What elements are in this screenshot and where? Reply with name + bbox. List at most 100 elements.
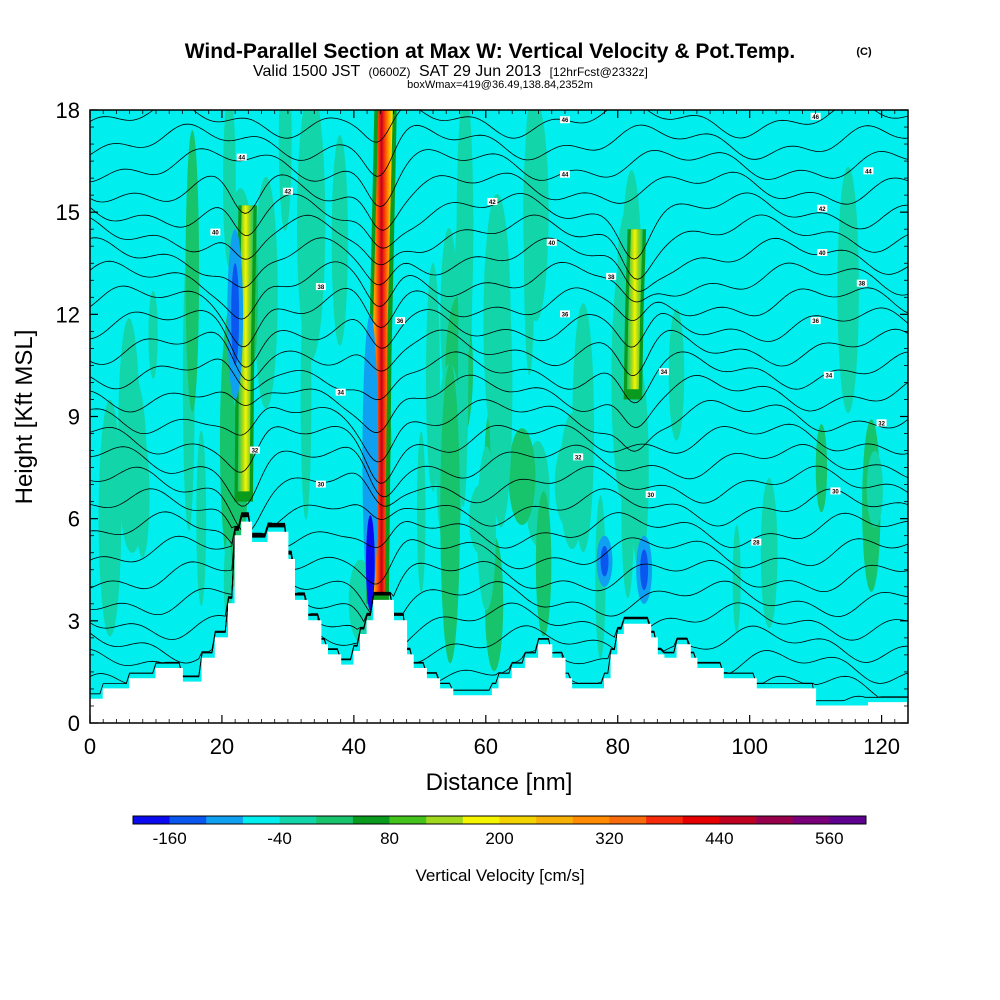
isentrope-label: 44	[559, 170, 570, 179]
weak-updraft-patch	[296, 110, 326, 360]
isentrope-label: 38	[315, 283, 326, 291]
copyright-mark: (C)	[856, 46, 872, 58]
downdraft-core	[640, 549, 649, 591]
valid-date: SAT 29 Jun 2013	[419, 63, 541, 80]
isentrope-line	[90, 511, 908, 549]
isentrope-label-bg	[236, 153, 247, 161]
isentrope-label: 32	[876, 419, 887, 427]
isentrope-label: 42	[282, 187, 293, 196]
colorbar-swatch	[389, 816, 427, 824]
isentrope-label-bg	[658, 368, 669, 376]
weak-updraft-patch	[866, 450, 883, 528]
colorbar-swatch	[646, 816, 684, 824]
x-tick-label: 40	[342, 734, 366, 759]
isentrope-line	[90, 237, 908, 292]
weak-updraft-patch	[278, 110, 292, 232]
isentrope-label: 36	[559, 310, 570, 318]
downdraft-cores	[227, 229, 653, 611]
colorbar-tick-label: -40	[267, 829, 292, 848]
isentrope-label: 34	[658, 368, 669, 376]
valid-time-prefix: Valid 1500 JST	[253, 63, 361, 80]
colorbar-tick-label: 560	[815, 829, 843, 848]
y-tick-label: 9	[68, 405, 80, 430]
colorbar-tick-label: 200	[485, 829, 513, 848]
isentrope-label-bg	[335, 388, 346, 396]
isentrope-label-bg	[606, 272, 617, 280]
weak-updraft-patch	[554, 439, 584, 529]
isentrope-label: 28	[751, 538, 762, 547]
isentrope-label-bg	[546, 238, 557, 246]
isentrope-labels: 46 46 44 44 44 42 42 42 40 40 40 38 38 38 36 36 36 34 34 34…	[210, 112, 887, 547]
isentrope-label-text: 36	[812, 319, 819, 325]
isentrope-label-text: 38	[318, 285, 325, 291]
colorbar-swatch	[426, 816, 464, 824]
y-tick-label: 3	[68, 609, 80, 634]
weak-updraft-patch	[668, 308, 685, 441]
isentrope-label-text: 36	[562, 312, 569, 318]
weak-updraft-patch	[523, 110, 549, 322]
colorbar-swatch	[792, 816, 830, 824]
weak-updraft-patch	[760, 478, 778, 629]
isentrope-line	[90, 307, 908, 368]
isentrope-label: 38	[606, 272, 617, 281]
isentrope-line	[90, 110, 908, 143]
isentrope-line	[90, 214, 908, 280]
weak-updraft-patch	[732, 524, 741, 633]
isentrope-label: 40	[210, 228, 221, 237]
isentrope-label: 46	[810, 112, 821, 121]
isentrope-label-text: 42	[489, 200, 496, 206]
isentrope-label-text: 36	[397, 319, 404, 325]
forecast-info: [12hrFcst@2332z]	[550, 65, 648, 79]
isentrope-label-bg	[876, 419, 887, 427]
subtitle-line: Valid 1500 JST (0600Z) SAT 29 Jun 2013 […	[253, 63, 648, 80]
isentrope-label: 34	[335, 388, 346, 397]
box-wmax-info: boxWmax=419@36.49,138.84,2352m	[407, 79, 593, 91]
isentrope-label: 44	[863, 167, 874, 175]
isentrope-label: 42	[487, 197, 498, 206]
isentrope-label-text: 40	[212, 231, 219, 237]
x-tick-label: 20	[210, 734, 234, 759]
isentrope-label-bg	[810, 112, 821, 120]
isentrope-label: 40	[546, 238, 557, 247]
isentrope-label-bg	[395, 317, 406, 325]
isentrope-label-text: 44	[562, 173, 569, 179]
isentrope-label-text: 44	[865, 169, 872, 175]
colorbar-swatch	[316, 816, 354, 824]
updraft-core	[626, 229, 643, 390]
chart-title: Wind-Parallel Section at Max W: Vertical…	[185, 40, 796, 63]
colorbar-swatch	[829, 816, 867, 824]
colorbar-swatch	[756, 816, 793, 824]
isentrope-line	[90, 515, 908, 664]
isentrope-label: 30	[645, 490, 656, 499]
isentrope-label-text: 28	[753, 541, 760, 547]
isentrope-line	[90, 328, 908, 382]
valid-time-utc: (0600Z)	[368, 65, 410, 79]
isentrope-line	[90, 285, 908, 348]
isentrope-label-text: 38	[608, 275, 615, 281]
y-tick-label: 15	[56, 200, 80, 225]
colorbar-title: Vertical Velocity [cm/s]	[415, 866, 584, 885]
y-tick-label: 6	[68, 507, 80, 532]
isentrope-label: 46	[559, 116, 570, 124]
colorbar-swatch	[169, 816, 207, 824]
weak-updraft-patch	[535, 491, 552, 637]
isentrope-label-bg	[817, 249, 828, 257]
weak-updraft-patch	[508, 428, 536, 525]
colorbar-swatch	[242, 816, 280, 824]
x-tick-label: 80	[605, 734, 629, 759]
downdraft-core	[600, 545, 609, 577]
terrain-profile	[90, 521, 908, 723]
downdraft-area	[362, 314, 379, 604]
isentrope-label: 42	[817, 204, 828, 213]
isentrope-label-bg	[830, 487, 841, 495]
weak-updraft-patch	[196, 430, 207, 606]
isentrope-label-text: 30	[832, 489, 839, 495]
colorbar-tick-label: 80	[380, 829, 399, 848]
y-axis-title: Height [Kft MSL]	[11, 330, 38, 505]
isentrope-label-text: 42	[819, 207, 826, 213]
isentrope-line	[90, 260, 908, 320]
isentrope-line	[90, 148, 908, 208]
downdraft-core	[366, 515, 375, 611]
